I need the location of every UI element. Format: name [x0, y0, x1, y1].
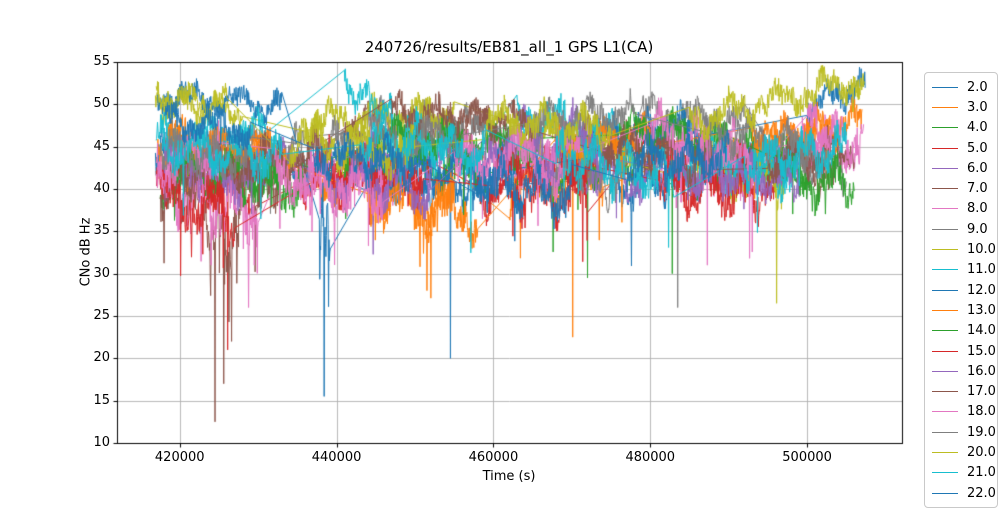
legend-entry-label: 19.0 [967, 424, 996, 440]
legend-line-sample [932, 411, 958, 413]
y-tick-label: 45 [93, 138, 110, 154]
legend-line-sample [932, 289, 958, 291]
legend-entry: 8.0 [925, 199, 997, 219]
legend-entry-label: 2.0 [967, 79, 988, 95]
legend-entry: 20.0 [925, 442, 997, 462]
legend-entry-label: 20.0 [967, 444, 996, 460]
legend-entry-label: 17.0 [967, 384, 996, 400]
legend-entry-label: 5.0 [967, 140, 988, 156]
legend-line-sample [932, 208, 958, 210]
legend-line-sample [932, 350, 958, 352]
legend-entry: 2.0 [925, 77, 997, 97]
legend-entry: 16.0 [925, 361, 997, 381]
x-tick-label: 480000 [625, 450, 676, 465]
legend-entry: 3.0 [925, 97, 997, 117]
legend-line-sample [932, 492, 958, 494]
x-tick-label: 420000 [154, 450, 205, 465]
y-tick-label: 10 [93, 435, 110, 450]
legend-line-sample [932, 249, 958, 251]
legend-line-sample [932, 127, 958, 129]
y-tick-label: 55 [93, 54, 110, 69]
legend-entry-label: 21.0 [967, 465, 996, 481]
legend-line-sample [932, 188, 958, 190]
y-tick-label: 50 [93, 96, 110, 112]
legend-entry-label: 13.0 [967, 302, 996, 318]
legend-entry: 13.0 [925, 300, 997, 320]
legend-line-sample [932, 370, 958, 372]
legend-entry-label: 15.0 [967, 343, 996, 359]
y-tick-label: 35 [93, 223, 110, 239]
legend-entry-label: 7.0 [967, 181, 988, 197]
legend: 2.0 3.0 4.0 5.0 6.0 7.0 8.0 9.0 10.0 11.0 12.0 13.0… [924, 72, 998, 508]
legend-line-sample [932, 472, 958, 474]
y-tick-label: 20 [93, 350, 110, 366]
legend-entry: 17.0 [925, 381, 997, 401]
legend-entry: 19.0 [925, 422, 997, 442]
legend-entry-label: 18.0 [967, 404, 996, 420]
legend-entry: 22.0 [925, 483, 997, 503]
legend-entry-label: 12.0 [967, 282, 996, 298]
legend-entry: 9.0 [925, 219, 997, 239]
legend-line-sample [932, 269, 958, 271]
legend-entry-label: 22.0 [967, 485, 996, 501]
x-tick-label: 460000 [468, 450, 519, 465]
legend-line-sample [932, 106, 958, 108]
legend-entry: 7.0 [925, 178, 997, 198]
legend-line-sample [932, 228, 958, 230]
legend-entry-label: 11.0 [967, 262, 996, 278]
legend-entry-label: 10.0 [967, 242, 996, 258]
y-tick-label: 25 [93, 308, 110, 323]
y-tick-label: 30 [93, 265, 110, 281]
x-tick-label: 440000 [311, 450, 362, 465]
legend-entry-label: 16.0 [967, 363, 996, 379]
legend-entry: 5.0 [925, 138, 997, 158]
legend-entry-label: 6.0 [967, 160, 988, 176]
legend-entry-label: 14.0 [967, 323, 996, 339]
legend-entry: 18.0 [925, 402, 997, 422]
legend-line-sample [932, 451, 958, 453]
legend-line-sample [932, 330, 958, 332]
legend-line-sample [932, 86, 958, 88]
legend-entry-label: 8.0 [967, 201, 988, 217]
legend-entry: 21.0 [925, 463, 997, 483]
legend-entry: 4.0 [925, 118, 997, 138]
y-tick-label: 40 [93, 181, 110, 196]
legend-line-sample [932, 147, 958, 149]
legend-line-sample [932, 431, 958, 433]
legend-entry-label: 3.0 [967, 99, 988, 115]
legend-entry: 11.0 [925, 260, 997, 280]
legend-entry: 10.0 [925, 239, 997, 259]
legend-line-sample [932, 391, 958, 393]
legend-line-sample [932, 309, 958, 311]
legend-entry-label: 4.0 [967, 120, 988, 136]
legend-line-sample [932, 167, 958, 169]
chart-title: 240726/results/EB81_all_1 GPS L1(CA) [364, 38, 654, 56]
legend-entry: 14.0 [925, 321, 997, 341]
x-axis-label: Time (s) [482, 469, 536, 484]
legend-entry: 12.0 [925, 280, 997, 300]
legend-entry: 15.0 [925, 341, 997, 361]
legend-entry-label: 9.0 [967, 221, 988, 237]
y-tick-label: 15 [93, 392, 110, 408]
x-tick-label: 500000 [782, 450, 832, 465]
legend-entry: 6.0 [925, 158, 997, 178]
